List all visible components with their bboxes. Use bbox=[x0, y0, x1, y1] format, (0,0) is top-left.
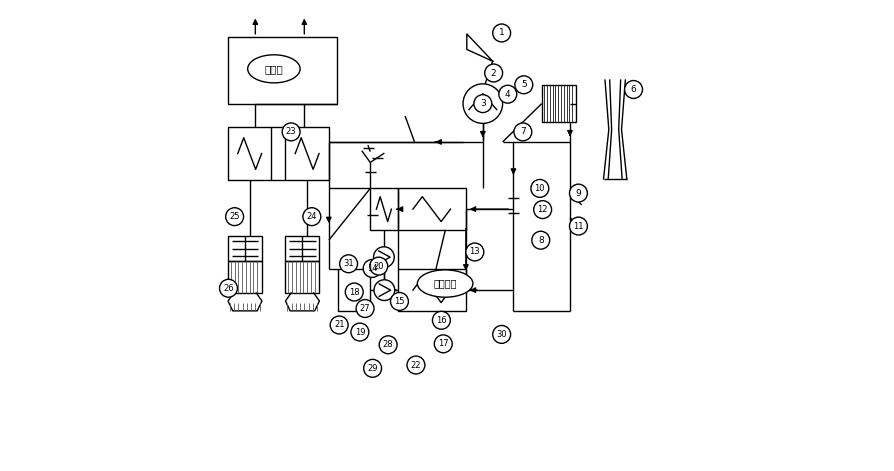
Bar bbox=[285, 127, 328, 180]
Text: 10: 10 bbox=[534, 184, 544, 193]
Bar bbox=[285, 236, 319, 261]
Circle shape bbox=[432, 311, 450, 329]
Circle shape bbox=[369, 257, 387, 275]
Circle shape bbox=[373, 247, 394, 268]
Circle shape bbox=[434, 335, 451, 353]
Circle shape bbox=[330, 316, 348, 334]
Circle shape bbox=[363, 359, 381, 377]
Circle shape bbox=[390, 292, 408, 310]
Circle shape bbox=[473, 95, 491, 113]
Circle shape bbox=[379, 336, 397, 354]
Circle shape bbox=[569, 184, 586, 202]
Text: 27: 27 bbox=[359, 304, 370, 313]
Text: 1: 1 bbox=[498, 28, 504, 38]
Circle shape bbox=[356, 300, 374, 317]
Circle shape bbox=[515, 125, 529, 139]
Circle shape bbox=[513, 123, 531, 141]
Text: 13: 13 bbox=[469, 247, 479, 257]
Bar bbox=[338, 269, 370, 311]
Circle shape bbox=[530, 179, 548, 197]
Text: 4: 4 bbox=[504, 89, 510, 99]
Circle shape bbox=[462, 84, 502, 123]
Text: 24: 24 bbox=[307, 212, 316, 221]
Bar bbox=[228, 236, 262, 261]
Circle shape bbox=[350, 323, 368, 341]
Circle shape bbox=[407, 356, 425, 374]
Text: 9: 9 bbox=[575, 188, 581, 198]
Text: 5: 5 bbox=[520, 80, 526, 89]
Circle shape bbox=[514, 76, 532, 94]
Bar bbox=[228, 261, 262, 293]
Text: 28: 28 bbox=[383, 340, 393, 349]
Text: 辅助设备: 辅助设备 bbox=[433, 278, 456, 289]
Text: 26: 26 bbox=[223, 284, 233, 293]
Text: 29: 29 bbox=[367, 364, 377, 373]
Circle shape bbox=[219, 279, 237, 297]
Ellipse shape bbox=[417, 270, 472, 297]
Text: 2: 2 bbox=[490, 68, 496, 78]
Text: 30: 30 bbox=[496, 330, 506, 339]
Bar bbox=[397, 188, 466, 230]
Text: 7: 7 bbox=[519, 127, 525, 137]
Text: 20: 20 bbox=[373, 261, 384, 271]
Text: 14: 14 bbox=[367, 264, 377, 273]
Text: 8: 8 bbox=[537, 236, 543, 245]
Circle shape bbox=[493, 24, 510, 42]
Ellipse shape bbox=[248, 55, 299, 83]
Circle shape bbox=[282, 123, 299, 141]
Text: 15: 15 bbox=[393, 297, 404, 306]
Text: 6: 6 bbox=[630, 85, 636, 94]
Text: 25: 25 bbox=[229, 212, 240, 221]
Circle shape bbox=[533, 201, 551, 219]
Circle shape bbox=[363, 260, 381, 277]
Circle shape bbox=[531, 231, 549, 249]
Circle shape bbox=[569, 217, 586, 235]
Circle shape bbox=[493, 325, 510, 343]
Text: 18: 18 bbox=[349, 287, 359, 297]
Circle shape bbox=[374, 280, 394, 300]
Bar bbox=[397, 269, 466, 311]
Text: 3: 3 bbox=[479, 99, 485, 108]
Circle shape bbox=[345, 283, 363, 301]
Bar bbox=[370, 188, 397, 230]
Text: 11: 11 bbox=[572, 221, 583, 231]
Text: 22: 22 bbox=[410, 360, 421, 370]
Circle shape bbox=[624, 81, 642, 98]
Circle shape bbox=[339, 255, 357, 273]
Circle shape bbox=[485, 64, 502, 82]
Text: 12: 12 bbox=[536, 205, 547, 214]
Bar bbox=[285, 261, 319, 293]
Circle shape bbox=[302, 208, 320, 226]
Text: 21: 21 bbox=[333, 320, 344, 330]
Text: 16: 16 bbox=[435, 316, 446, 325]
Text: 31: 31 bbox=[343, 259, 353, 268]
Text: 19: 19 bbox=[354, 327, 365, 337]
Text: 23: 23 bbox=[285, 127, 296, 137]
Bar bbox=[541, 85, 575, 122]
Circle shape bbox=[498, 85, 516, 103]
Circle shape bbox=[466, 243, 484, 261]
Bar bbox=[228, 37, 337, 104]
Bar bbox=[228, 127, 271, 180]
Text: 17: 17 bbox=[437, 339, 448, 349]
Circle shape bbox=[225, 208, 243, 226]
Text: 空预器: 空预器 bbox=[265, 64, 283, 74]
